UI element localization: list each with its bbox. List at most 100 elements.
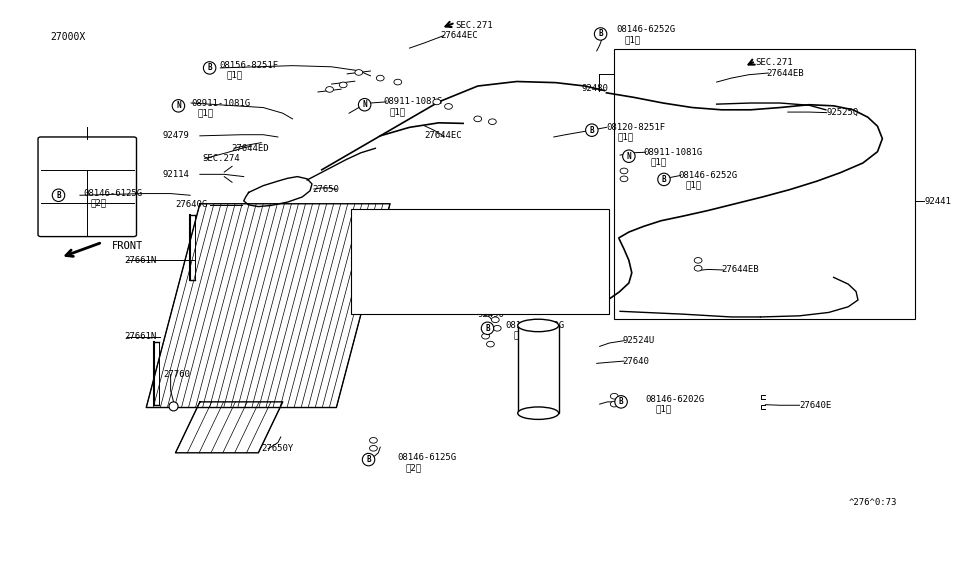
Ellipse shape (620, 176, 628, 182)
Text: 27644EC: 27644EC (441, 31, 479, 40)
Text: 27644ED: 27644ED (231, 144, 269, 153)
Ellipse shape (482, 322, 493, 335)
Ellipse shape (620, 168, 628, 174)
Text: 08146-6252G: 08146-6252G (616, 25, 676, 35)
Text: 27644EB: 27644EB (766, 68, 804, 78)
Ellipse shape (359, 98, 370, 111)
Text: （1）: （1） (655, 405, 672, 414)
Text: N: N (176, 101, 180, 110)
Text: B: B (486, 324, 489, 333)
Ellipse shape (518, 407, 559, 419)
Text: 92480: 92480 (581, 84, 608, 93)
Ellipse shape (339, 82, 347, 88)
Text: 92490: 92490 (478, 310, 505, 319)
Ellipse shape (394, 79, 402, 85)
Polygon shape (176, 402, 283, 453)
Ellipse shape (694, 265, 702, 271)
Text: 27650Y: 27650Y (261, 444, 293, 453)
Text: （1）: （1） (650, 157, 667, 166)
Text: （2）: （2） (406, 463, 422, 472)
Ellipse shape (487, 341, 494, 347)
Text: 27640G: 27640G (176, 200, 208, 209)
Text: 08146-6202G: 08146-6202G (645, 395, 705, 404)
Text: 92479: 92479 (163, 131, 190, 140)
Text: 08146-6125G: 08146-6125G (83, 189, 142, 198)
Text: 27623: 27623 (531, 343, 559, 352)
Text: 27640E: 27640E (800, 401, 832, 410)
Text: SEC.271: SEC.271 (455, 21, 493, 30)
Ellipse shape (623, 150, 635, 162)
Text: 08146-6252G: 08146-6252G (505, 321, 565, 330)
Polygon shape (146, 204, 390, 408)
Text: B: B (208, 63, 212, 72)
Text: 08146-6252G: 08146-6252G (679, 171, 738, 180)
Text: N: N (627, 152, 631, 161)
Ellipse shape (376, 75, 384, 81)
Ellipse shape (173, 100, 184, 112)
Text: B: B (599, 29, 603, 38)
Text: 08911-1081G: 08911-1081G (191, 98, 251, 108)
Text: （1）: （1） (625, 35, 642, 44)
Text: 27661N: 27661N (124, 332, 156, 341)
Ellipse shape (433, 99, 441, 105)
Text: B: B (619, 397, 623, 406)
Text: 27644EC: 27644EC (424, 131, 462, 140)
Text: 27640: 27640 (622, 357, 649, 366)
Text: B: B (662, 175, 666, 184)
Ellipse shape (694, 258, 702, 263)
Text: 08911-1081G: 08911-1081G (644, 148, 703, 157)
Ellipse shape (493, 325, 501, 331)
Ellipse shape (491, 317, 499, 323)
Ellipse shape (445, 104, 452, 109)
Text: N: N (363, 100, 367, 109)
Ellipse shape (474, 116, 482, 122)
Text: B: B (57, 191, 60, 200)
Text: SEC.271: SEC.271 (756, 58, 794, 67)
Text: （1）: （1） (514, 331, 530, 340)
Ellipse shape (610, 401, 618, 407)
Ellipse shape (370, 438, 377, 443)
Text: （1）: （1） (390, 107, 407, 116)
Ellipse shape (615, 396, 627, 408)
Ellipse shape (595, 28, 606, 40)
Text: 92525Q: 92525Q (827, 108, 859, 117)
Text: ^276^0:73: ^276^0:73 (848, 498, 897, 507)
Text: 08120-8251F: 08120-8251F (606, 123, 666, 132)
Text: 08911-1081G: 08911-1081G (383, 97, 443, 106)
Text: 08156-8251F: 08156-8251F (219, 61, 279, 70)
Ellipse shape (326, 87, 333, 92)
Text: （1）: （1） (617, 132, 634, 142)
Ellipse shape (363, 453, 374, 466)
Text: B: B (590, 126, 594, 135)
Text: 27644EE: 27644EE (400, 260, 438, 269)
Text: （1）: （1） (198, 108, 214, 117)
Bar (518, 325, 559, 413)
Text: 27644E: 27644E (490, 247, 523, 256)
Text: SEC.274: SEC.274 (203, 154, 241, 163)
Text: 92114: 92114 (163, 170, 190, 179)
Text: 27650: 27650 (312, 185, 339, 194)
Text: FRONT: FRONT (112, 241, 143, 251)
Text: 08146-6125G: 08146-6125G (398, 453, 457, 462)
Text: 27644E: 27644E (546, 247, 578, 256)
Ellipse shape (53, 189, 64, 201)
Ellipse shape (169, 402, 178, 411)
Ellipse shape (370, 445, 377, 451)
Ellipse shape (610, 393, 618, 399)
Bar (351, 209, 609, 314)
Text: 92446: 92446 (405, 222, 432, 231)
FancyBboxPatch shape (38, 137, 136, 237)
Text: 27661N: 27661N (124, 256, 156, 265)
Ellipse shape (488, 119, 496, 125)
Text: 27644EA: 27644EA (361, 247, 399, 256)
Text: （1）: （1） (685, 181, 702, 190)
Ellipse shape (204, 62, 215, 74)
Ellipse shape (518, 319, 559, 332)
Ellipse shape (658, 173, 670, 186)
Ellipse shape (482, 333, 489, 339)
Ellipse shape (586, 124, 598, 136)
Text: （1）: （1） (226, 71, 243, 80)
Ellipse shape (355, 70, 363, 75)
Bar (614, 49, 915, 319)
Text: （2）: （2） (91, 199, 107, 208)
